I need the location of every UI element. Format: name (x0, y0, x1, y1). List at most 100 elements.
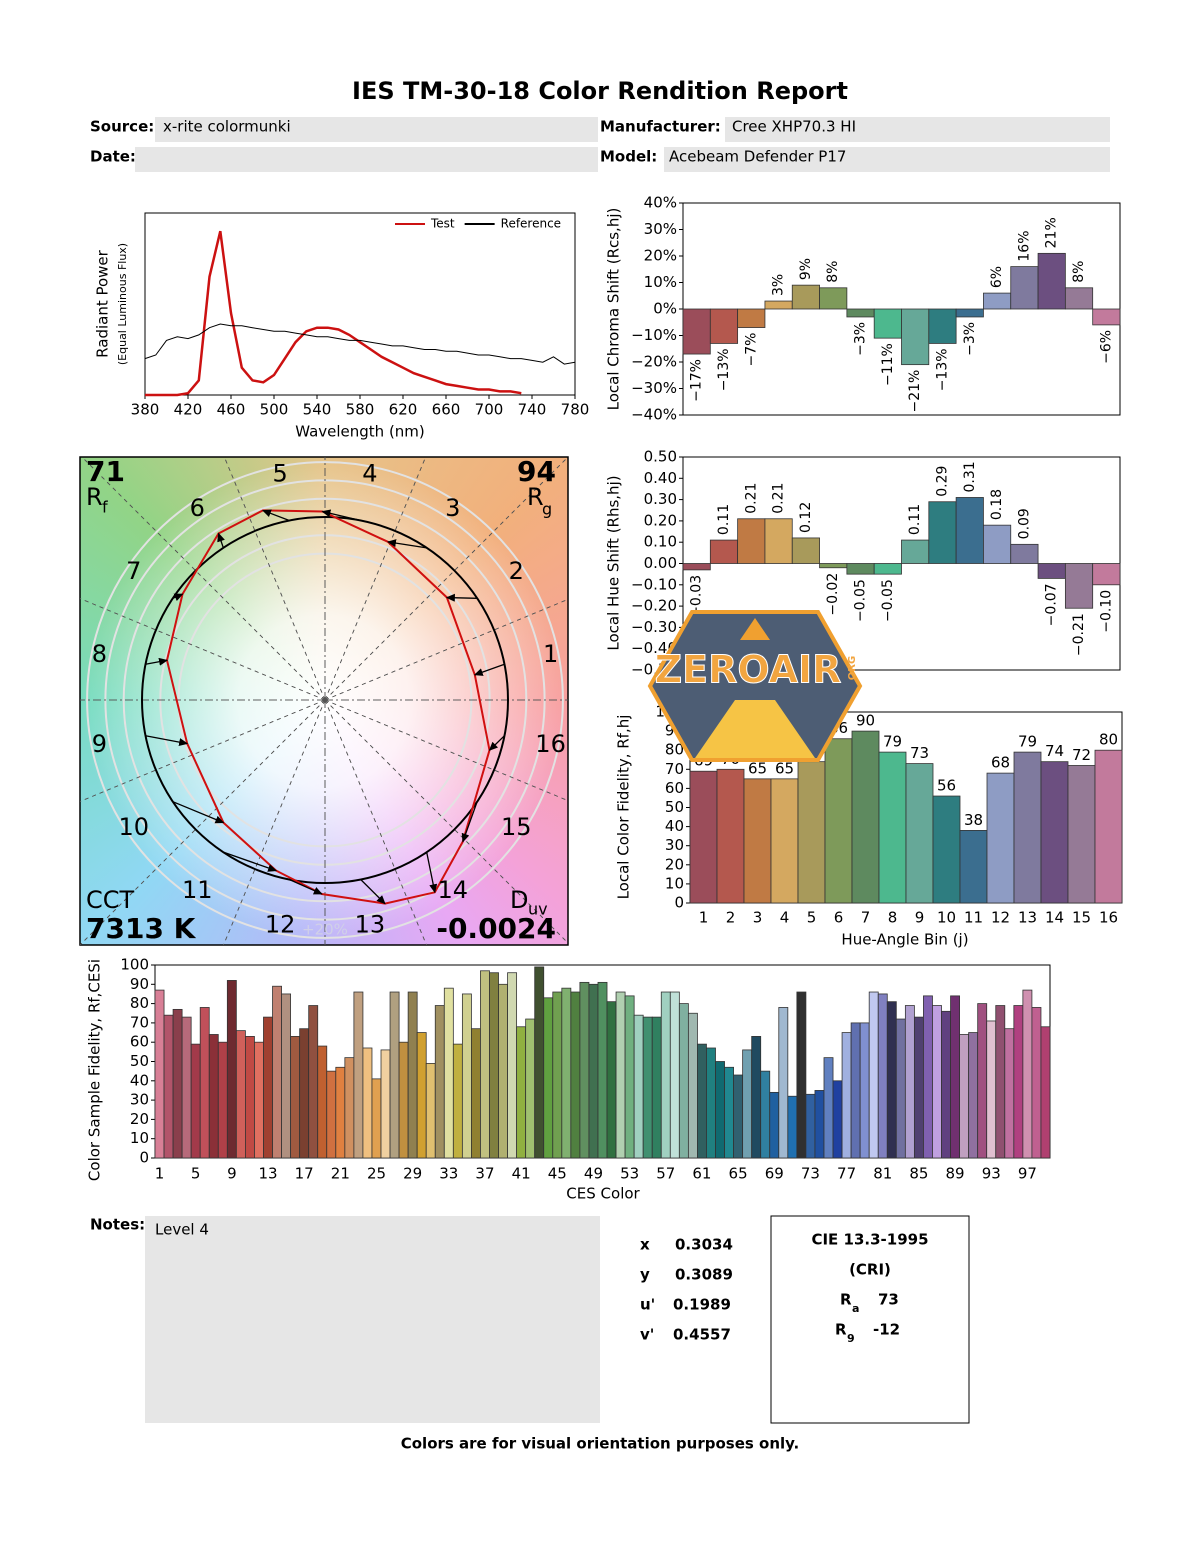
y-tick-label: 0.50 (644, 448, 677, 466)
y-tick-label: 80 (130, 994, 149, 1012)
x-tick-label: 13 (258, 1165, 277, 1183)
data-label: −0.02 (825, 573, 841, 616)
chroma-value: 0.4557 (673, 1326, 731, 1344)
bar (787, 1095, 798, 1159)
x-tick-label: 33 (439, 1165, 458, 1183)
bar (633, 1014, 644, 1159)
bar (901, 308, 930, 366)
rg-subscript: g (542, 500, 552, 519)
bin-boundary (324, 457, 427, 701)
bar (901, 539, 930, 564)
bar (932, 795, 961, 904)
y-tick-label: 20% (644, 247, 677, 265)
bar (819, 563, 848, 569)
bar (841, 1032, 852, 1159)
y-tick-label: 30% (644, 220, 677, 238)
data-label: 0.21 (743, 483, 759, 514)
bar (950, 995, 960, 1159)
x-tick-label: 17 (295, 1165, 314, 1183)
y-tick-label: 60 (665, 779, 684, 797)
data-label: 90 (856, 712, 875, 730)
bar (760, 1070, 771, 1159)
data-label: 68 (991, 754, 1010, 772)
y-tick-label: 70 (130, 1013, 149, 1031)
field-value: Acebeam Defender P17 (669, 148, 846, 166)
bar (272, 985, 282, 1159)
bar (642, 1016, 653, 1159)
bar (724, 1066, 734, 1159)
bar (941, 1010, 951, 1159)
x-tick-label: 61 (692, 1165, 711, 1183)
bar (154, 989, 165, 1159)
shift-arrow (217, 532, 225, 549)
chroma-value: 0.1989 (673, 1296, 731, 1314)
x-tick-label: 780 (561, 401, 590, 419)
bar (163, 1014, 174, 1159)
y-tick-label: 20 (130, 1110, 149, 1128)
test-polygon (165, 509, 491, 905)
bar (959, 830, 988, 904)
data-label: 79 (1018, 733, 1037, 751)
shift-arrow (360, 879, 386, 905)
bar (814, 1090, 825, 1159)
data-label: −0.05 (853, 579, 869, 622)
bar (983, 292, 1012, 310)
data-label: 0.11 (907, 504, 923, 535)
shift-arrow (321, 509, 361, 522)
field-box (155, 117, 598, 142)
data-label: −0.21 (1071, 613, 1087, 656)
bar (895, 1018, 906, 1159)
cri-box (770, 1215, 970, 1424)
bin-label: 13 (355, 911, 386, 939)
frame (79, 456, 569, 946)
bar (886, 1001, 897, 1159)
bar (190, 1043, 201, 1159)
data-label: 0.29 (934, 466, 950, 497)
bar (923, 995, 933, 1159)
bar (689, 770, 718, 904)
data-label: 0.31 (962, 461, 978, 492)
bin-label: 2 (509, 557, 524, 585)
shift-arrow (426, 852, 438, 894)
bin-label: 14 (438, 876, 469, 904)
y-axis-note: (Equal Luminous Flux) (116, 243, 129, 365)
bar (362, 1047, 373, 1159)
bar (1037, 252, 1066, 310)
shift-arrow (145, 735, 189, 747)
y-tick-label: −30% (631, 379, 677, 397)
bar (1037, 563, 1066, 579)
y-tick-label: 50 (130, 1052, 149, 1070)
bar (1092, 308, 1121, 326)
shift-arrow (145, 657, 169, 666)
x-tick-label: 4 (780, 909, 790, 927)
rf-symbol: R (86, 483, 103, 511)
y-tick-label: 90 (130, 975, 149, 993)
y-tick-label: 0.30 (644, 490, 677, 508)
x-tick-label: 85 (909, 1165, 928, 1183)
field-box (664, 147, 1110, 172)
data-label: 38 (964, 811, 983, 829)
bar (1004, 1028, 1015, 1159)
bin-label: 7 (126, 557, 141, 585)
data-label: −3% (853, 322, 869, 356)
data-label: 8% (1071, 261, 1087, 283)
bar (507, 972, 518, 1159)
x-tick-label: 89 (946, 1165, 965, 1183)
r9-subscript: 9 (847, 1332, 855, 1345)
bin-label: 3 (445, 494, 460, 522)
bar (850, 1022, 861, 1159)
bin-boundary (324, 699, 568, 802)
data-label: −3% (962, 322, 978, 356)
bar (199, 1007, 210, 1159)
x-tick-label: 53 (620, 1165, 639, 1183)
bar (904, 1005, 915, 1159)
bar (913, 1016, 924, 1159)
bar (959, 1034, 970, 1159)
bar (805, 1093, 816, 1159)
r9-symbol: R (835, 1321, 847, 1339)
data-label: 0.11 (716, 504, 732, 535)
data-label: 0.21 (771, 483, 787, 514)
data-label: −13% (716, 348, 732, 391)
data-label: −17% (689, 359, 705, 402)
bar (846, 563, 875, 575)
